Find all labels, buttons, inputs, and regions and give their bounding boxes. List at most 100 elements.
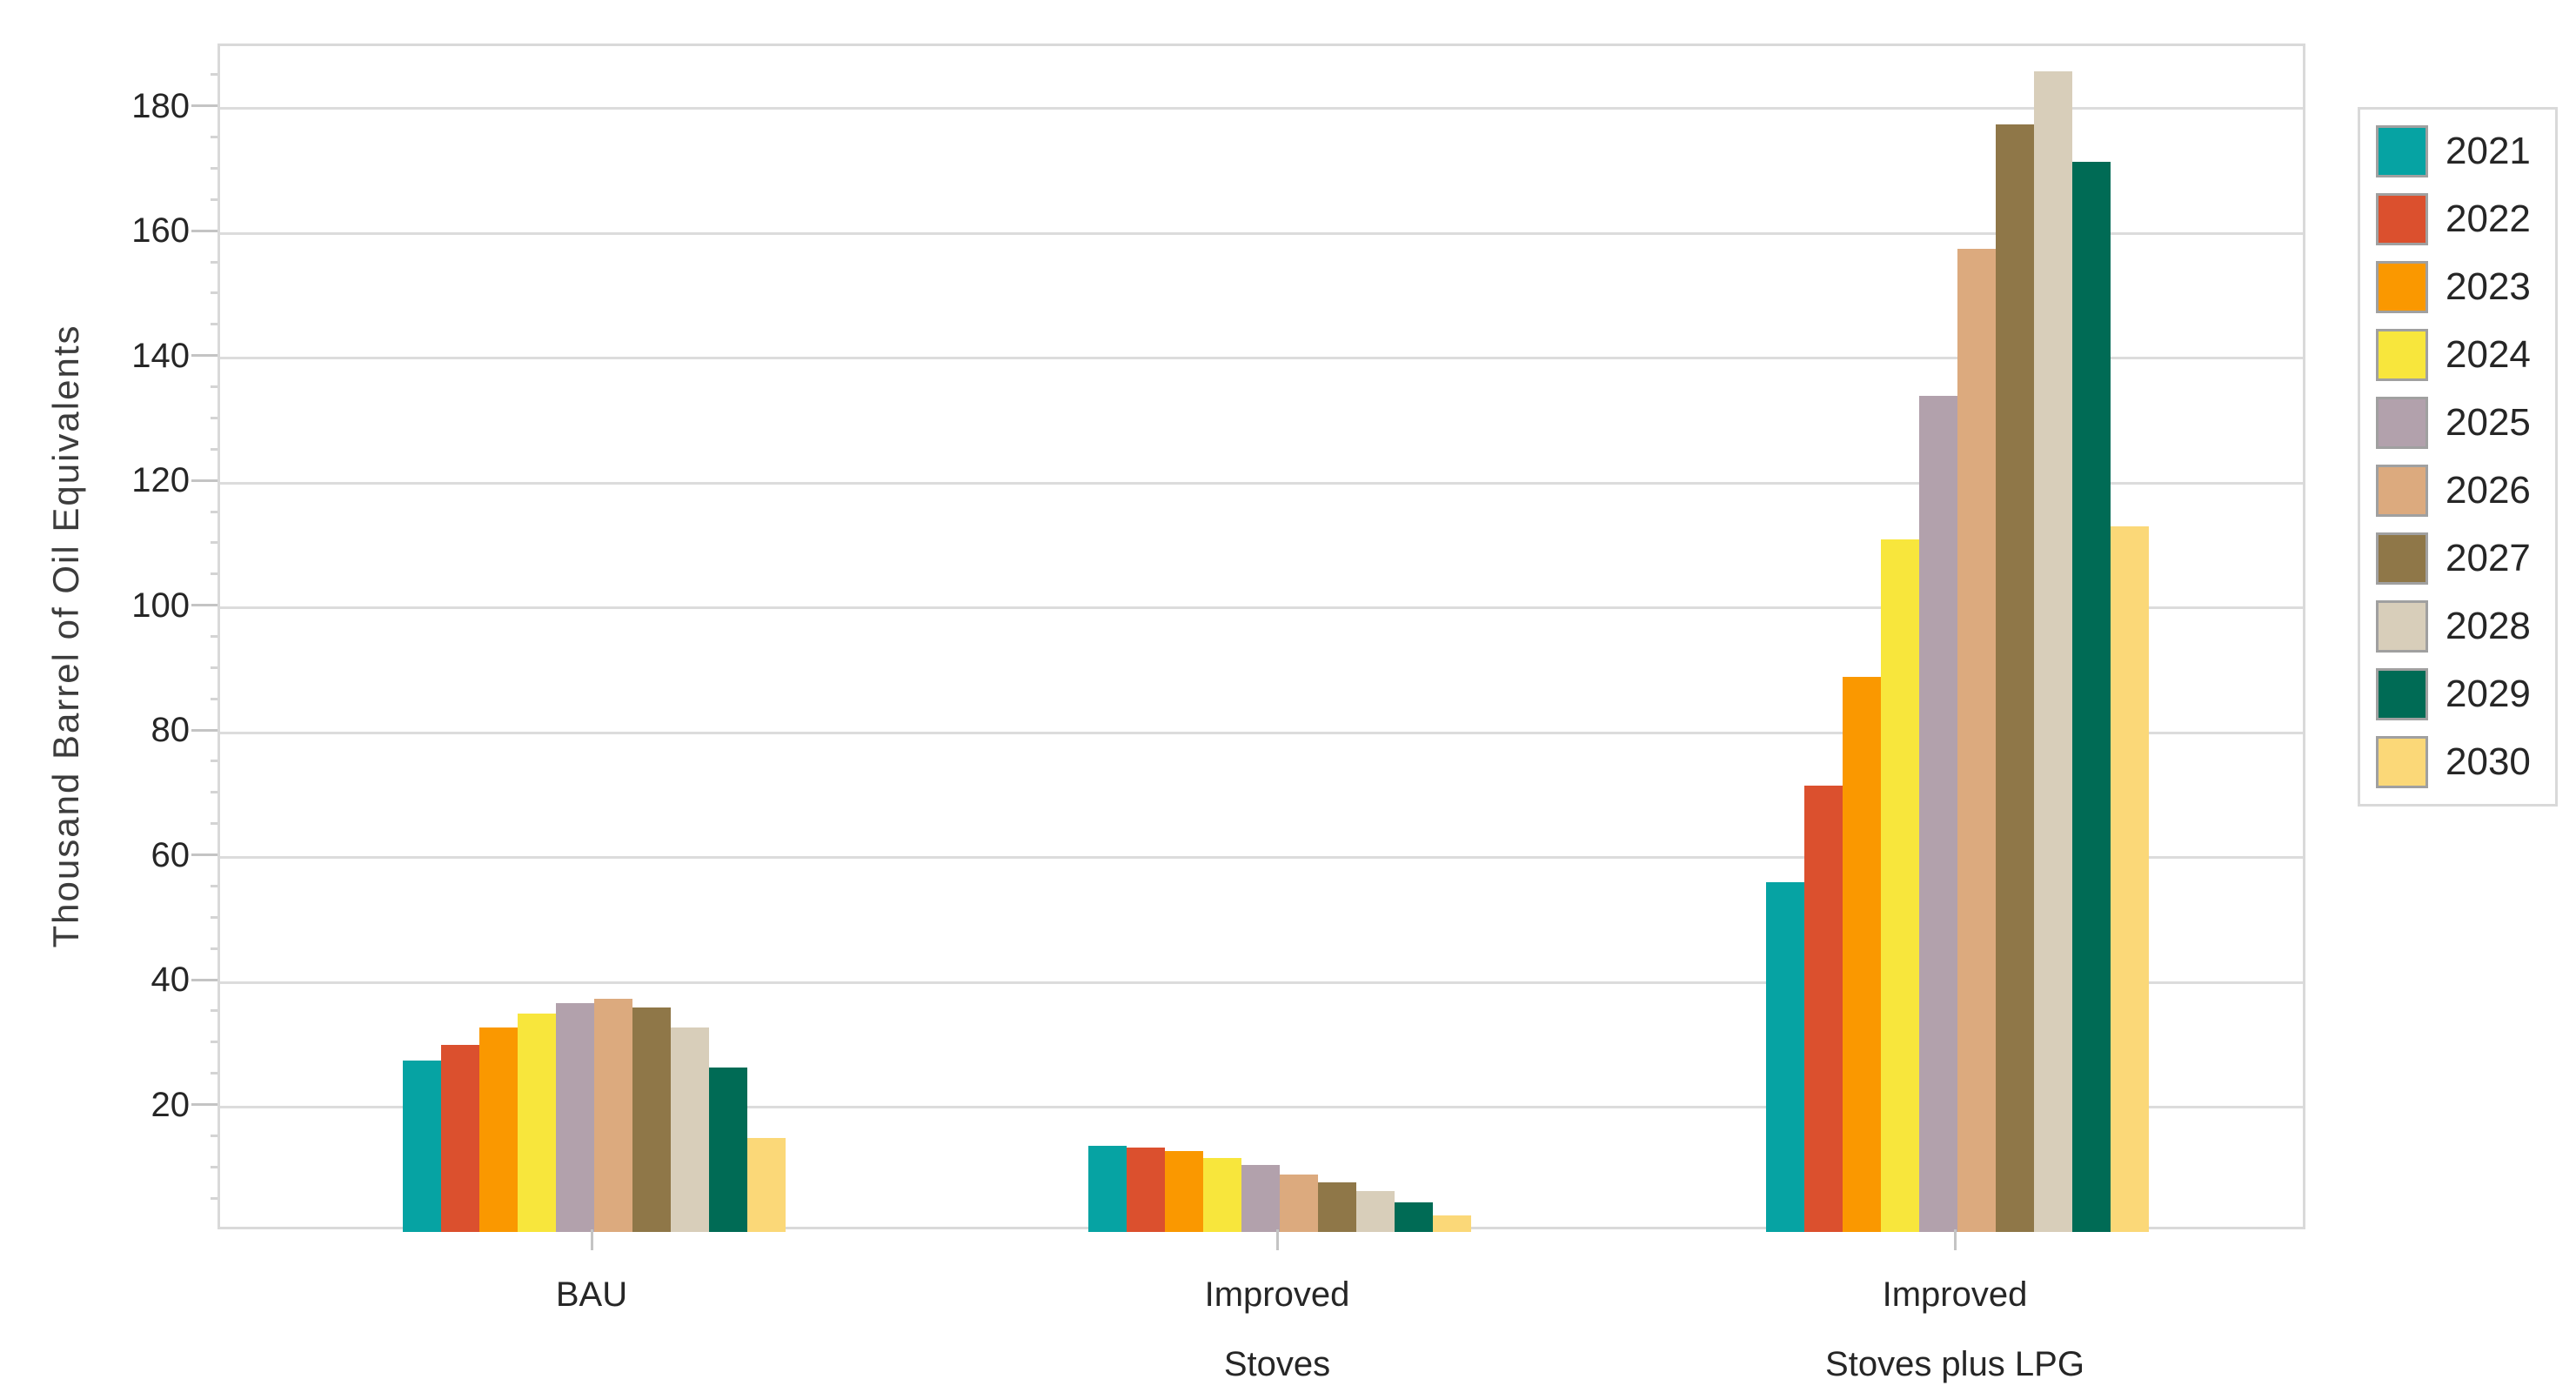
- legend-label-2023: 2023: [2446, 265, 2531, 308]
- gridline-y-40: [220, 981, 2303, 984]
- legend-swatch-2027: [2376, 532, 2428, 585]
- legend-swatch-2025: [2376, 397, 2428, 449]
- bar-2023-improved-stoves-plus-lpg: [1843, 676, 1881, 1232]
- y-tick-minor-70: [211, 791, 217, 794]
- legend-item-2027: 2027: [2376, 532, 2555, 585]
- y-tick-minor-25: [211, 1072, 217, 1075]
- y-tick-minor-15: [211, 1134, 217, 1137]
- gridline-y-160: [220, 231, 2303, 235]
- bar-2030-improved-stoves-plus-lpg: [2111, 526, 2149, 1232]
- y-tick-label-20: 20: [151, 1085, 191, 1124]
- legend-label-2026: 2026: [2446, 469, 2531, 512]
- legend-label-2030: 2030: [2446, 740, 2531, 783]
- bar-2023-improved-stoves: [1165, 1150, 1203, 1232]
- y-tick-minor-125: [211, 447, 217, 451]
- y-tick-minor-35: [211, 1009, 217, 1013]
- y-tick-minor-95: [211, 635, 217, 638]
- x-category-label-improved-stoves: Improved Stoves: [1204, 1275, 1350, 1383]
- legend-label-2029: 2029: [2446, 673, 2531, 715]
- y-tick-major-140: [191, 354, 217, 358]
- y-tick-major-40: [191, 978, 217, 981]
- legend-swatch-2029: [2376, 668, 2428, 720]
- y-tick-minor-145: [211, 323, 217, 326]
- x-tick-bau: [590, 1229, 593, 1250]
- y-tick-minor-65: [211, 822, 217, 826]
- bar-2030-bau: [747, 1138, 786, 1232]
- bar-2021-improved-stoves: [1088, 1146, 1127, 1232]
- y-tick-label-60: 60: [151, 835, 191, 874]
- legend-label-2024: 2024: [2446, 333, 2531, 376]
- y-tick-minor-165: [211, 197, 217, 201]
- y-tick-minor-150: [211, 291, 217, 295]
- bar-2022-bau: [441, 1044, 479, 1232]
- bar-2027-improved-stoves: [1318, 1182, 1356, 1232]
- y-tick-minor-85: [211, 697, 217, 700]
- bar-2025-improved-stoves: [1241, 1164, 1280, 1232]
- y-tick-minor-170: [211, 166, 217, 170]
- y-tick-label-100: 100: [131, 586, 190, 625]
- y-tick-minor-155: [211, 260, 217, 264]
- bar-2024-improved-stoves-plus-lpg: [1881, 539, 1919, 1232]
- y-tick-minor-90: [211, 666, 217, 669]
- y-tick-label-180: 180: [131, 86, 190, 125]
- bar-2027-improved-stoves-plus-lpg: [1996, 124, 2034, 1232]
- legend-item-2022: 2022: [2376, 193, 2555, 245]
- y-tick-label-140: 140: [131, 336, 190, 375]
- bar-2022-improved-stoves-plus-lpg: [1804, 786, 1843, 1232]
- bar-2030-improved-stoves: [1433, 1215, 1471, 1232]
- y-tick-minor-50: [211, 915, 217, 919]
- y-tick-label-80: 80: [151, 711, 191, 750]
- legend-item-2021: 2021: [2376, 125, 2555, 177]
- gridline-y-80: [220, 731, 2303, 734]
- y-tick-major-20: [191, 1103, 217, 1107]
- bar-2024-bau: [518, 1013, 556, 1232]
- legend-label-2025: 2025: [2446, 401, 2531, 444]
- bar-2025-bau: [556, 1003, 594, 1232]
- bar-2022-improved-stoves: [1127, 1148, 1165, 1232]
- legend-swatch-2026: [2376, 465, 2428, 517]
- y-tick-minor-115: [211, 510, 217, 513]
- bar-2029-improved-stoves: [1395, 1202, 1433, 1232]
- y-tick-minor-105: [211, 572, 217, 576]
- bar-2028-bau: [671, 1027, 709, 1232]
- gridline-y-100: [220, 606, 2303, 610]
- legend-swatch-2030: [2376, 736, 2428, 788]
- legend-label-2027: 2027: [2446, 537, 2531, 579]
- bar-2028-improved-stoves: [1356, 1191, 1395, 1232]
- legend-swatch-2022: [2376, 193, 2428, 245]
- legend-label-2028: 2028: [2446, 605, 2531, 647]
- y-tick-label-40: 40: [151, 961, 191, 1000]
- x-category-label-bau: BAU: [555, 1275, 628, 1314]
- y-tick-minor-45: [211, 947, 217, 950]
- gridline-y-180: [220, 107, 2303, 110]
- bar-2024-improved-stoves: [1203, 1158, 1241, 1232]
- y-tick-minor-5: [211, 1196, 217, 1200]
- legend-swatch-2028: [2376, 600, 2428, 653]
- y-tick-minor-130: [211, 416, 217, 419]
- gridline-y-140: [220, 357, 2303, 360]
- legend-label-2022: 2022: [2446, 197, 2531, 240]
- y-tick-major-160: [191, 229, 217, 232]
- legend-label-2021: 2021: [2446, 130, 2531, 172]
- bar-2025-improved-stoves-plus-lpg: [1919, 395, 1957, 1232]
- y-tick-minor-185: [211, 73, 217, 77]
- bar-2029-improved-stoves-plus-lpg: [2072, 161, 2111, 1232]
- legend-item-2030: 2030: [2376, 736, 2555, 788]
- legend-item-2029: 2029: [2376, 668, 2555, 720]
- y-tick-label-160: 160: [131, 211, 190, 251]
- y-tick-major-80: [191, 728, 217, 732]
- y-tick-minor-175: [211, 136, 217, 139]
- bar-2029-bau: [709, 1068, 747, 1232]
- plot-area: [217, 44, 2305, 1232]
- legend-swatch-2024: [2376, 329, 2428, 381]
- bar-2026-bau: [594, 999, 632, 1232]
- y-tick-minor-135: [211, 385, 217, 389]
- y-tick-minor-55: [211, 884, 217, 887]
- y-tick-major-120: [191, 479, 217, 482]
- legend-swatch-2021: [2376, 125, 2428, 177]
- y-tick-major-60: [191, 853, 217, 857]
- bar-2021-improved-stoves-plus-lpg: [1766, 882, 1804, 1232]
- bar-2026-improved-stoves: [1280, 1175, 1318, 1232]
- bar-2023-bau: [479, 1027, 518, 1232]
